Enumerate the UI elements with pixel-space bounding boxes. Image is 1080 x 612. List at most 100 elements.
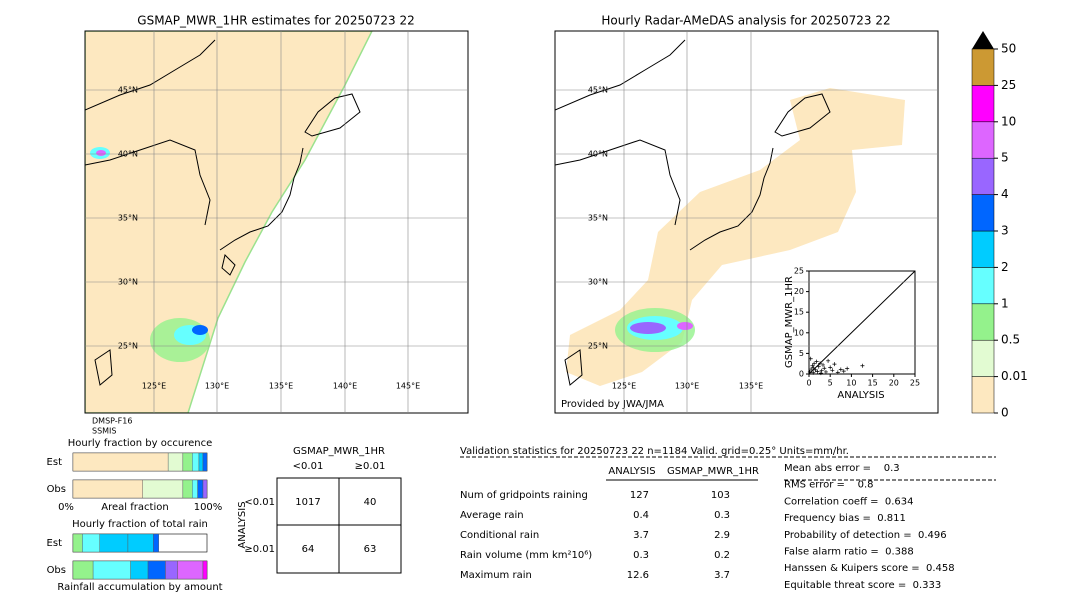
scatter-point [818,361,823,366]
credit: Provided by JWA/JMA [561,399,664,410]
bar-segment [202,479,208,499]
bar-segment [142,479,184,499]
stat-value: 12.6 [627,570,649,581]
scatter-point [835,370,840,375]
left-map [85,31,468,413]
lon-label: 125°E [612,382,636,391]
amount-title: Hourly fraction of total rain [72,519,208,530]
bar-segment [92,560,131,580]
bar-segment [197,479,204,499]
diagonal [808,270,916,375]
bar-segment [153,533,159,553]
lat-label: 45°N [118,86,138,95]
stat-value: 0.3 [714,510,730,521]
scatter-point [816,364,821,369]
score: Hanssen & Kuipers score = 0.458 [784,563,955,574]
colorbar-bin [971,267,995,305]
lon-label: 140°E [333,382,357,391]
stat-label: Maximum rain [460,570,532,581]
scatter-point [860,363,865,368]
x-tick-label: 20 [889,379,899,388]
row-label: Est [47,538,63,549]
occurrence-title: Hourly fraction by occurence [68,438,212,449]
scatter-point [841,369,846,374]
bar-segment [72,533,83,553]
x-tick-label: 15 [868,379,878,388]
scatter-point [812,361,817,366]
x-tick-label: 0 [806,379,811,388]
y-tick-label: 25 [794,267,804,276]
stat-value: 127 [630,490,649,501]
colorbar-label: 4 [1001,187,1009,201]
x-tick-label: 25 [910,379,920,388]
stat-value: 0.2 [714,550,730,561]
colorbar-label: 50 [1001,42,1016,56]
y-tick-label: 0 [799,370,804,379]
bar-segment [130,560,149,580]
scatter-point [808,356,813,361]
score: Mean abs error = 0.3 [784,463,900,474]
bar-segment [202,452,208,472]
lat-label: 40°N [118,150,138,159]
lon-label: 130°E [205,382,229,391]
right-map-title: Hourly Radar-AMeDAS analysis for 2025072… [601,14,890,28]
bar-segment [72,452,169,472]
colorbar-label: 5 [1001,151,1009,165]
x-tick-label: 10 [846,379,856,388]
colorbar-bin [971,376,995,414]
colorbar-label: 0.01 [1001,369,1028,383]
lat-label: 25°N [588,342,608,351]
validation-header: Validation statistics for 20250723 22 n=… [460,446,849,457]
score: False alarm ratio = 0.388 [784,547,914,558]
lon-label: 135°E [739,382,763,391]
scatter-point [811,365,816,370]
stat-value: 2.9 [714,530,730,541]
y-tick-label: 15 [794,308,804,317]
amount-xlabel: Rainfall accumulation by amount [57,582,222,593]
bar-segment [202,560,208,580]
lon-label: 130°E [675,382,699,391]
bar-segment [192,452,200,472]
lon-label: 135°E [269,382,293,391]
bar-segment [165,560,178,580]
colorbar-bin [971,48,995,86]
scatter-point [814,359,819,364]
scatter-point [828,365,833,370]
bar-segment [177,560,204,580]
score: RMS error = 0.8 [784,480,874,491]
bar-segment [147,560,166,580]
score: Probability of detection = 0.496 [784,530,947,541]
contingency-cell: 64 [302,544,315,555]
scatter-point [811,370,816,375]
stat-value: 3.7 [714,570,730,581]
lon-label: 125°E [142,382,166,391]
colorbar-label: 3 [1001,224,1009,238]
scatter-point [838,367,843,372]
scatter-point [818,371,823,376]
lat-label: 40°N [588,150,608,159]
contingency-cell: 1017 [295,497,320,508]
scatter-point [822,366,827,371]
colorbar-label: 10 [1001,114,1016,128]
y-tick-label: 20 [794,287,804,296]
left-map-frame [84,30,469,414]
row-title: ANALYSIS [237,501,248,548]
left-map-title: GSMAP_MWR_1HR estimates for 20250723 22 [137,14,414,28]
scatter-point [832,362,837,367]
col-header: ≥0.01 [355,461,386,472]
colorbar-label: 0 [1001,406,1009,420]
bar-segment [99,533,129,553]
satellite-note: SSMIS [92,427,117,436]
col-header: GSMAP_MWR_1HR [667,466,759,477]
colorbar-bin [971,121,995,159]
satellite-note: DMSP-F16 [92,417,132,426]
col-header: <0.01 [293,461,324,472]
bar-segment [182,479,193,499]
bar-segment [72,560,94,580]
colorbar-bin [971,85,995,123]
colorbar-label: 1 [1001,296,1009,310]
score: Equitable threat score = 0.333 [784,580,941,591]
lon-label: 145°E [396,382,420,391]
lat-label: 35°N [118,214,138,223]
x-tick-label: 5 [828,379,833,388]
